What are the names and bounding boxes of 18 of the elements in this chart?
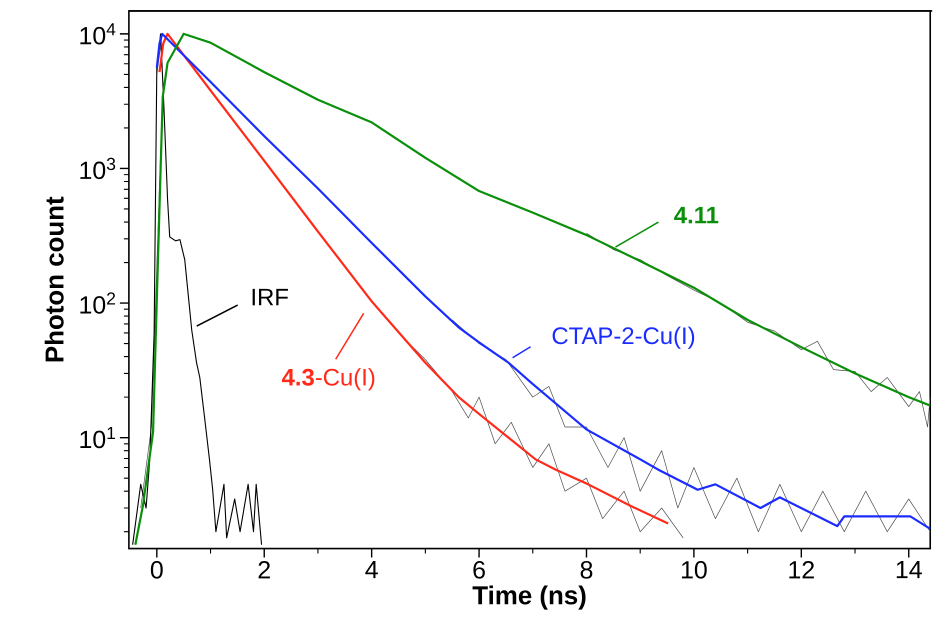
- x-axis-title: Time (ns): [472, 585, 586, 610]
- x-tick-label: 14: [896, 560, 922, 578]
- x-tick-label: 4: [365, 560, 378, 578]
- text: 4.11: [674, 206, 718, 224]
- x-tick-label: 10: [682, 560, 707, 578]
- y-tick-label: 10$^{1}$: [80, 426, 116, 448]
- text: IRF: [252, 288, 288, 306]
- y-tick-label: 10$^{3}$: [80, 158, 116, 179]
- x-tick-label: 0: [150, 560, 163, 578]
- x-tick-label: 2: [258, 560, 270, 578]
- x-tick-label: 6: [473, 560, 485, 578]
- y-tick-label: 10$^{2}$: [80, 292, 116, 314]
- y-axis-title: Photon count: [44, 196, 64, 362]
- x-tick-label: 12: [789, 560, 814, 578]
- x-tick-label: 8: [580, 560, 592, 578]
- legend-label: CTAP-2-Cu(I): [552, 326, 694, 349]
- series-label: 4.3-Cu(I): [282, 368, 374, 390]
- y-tick-label: 10$^{4}$: [80, 23, 116, 44]
